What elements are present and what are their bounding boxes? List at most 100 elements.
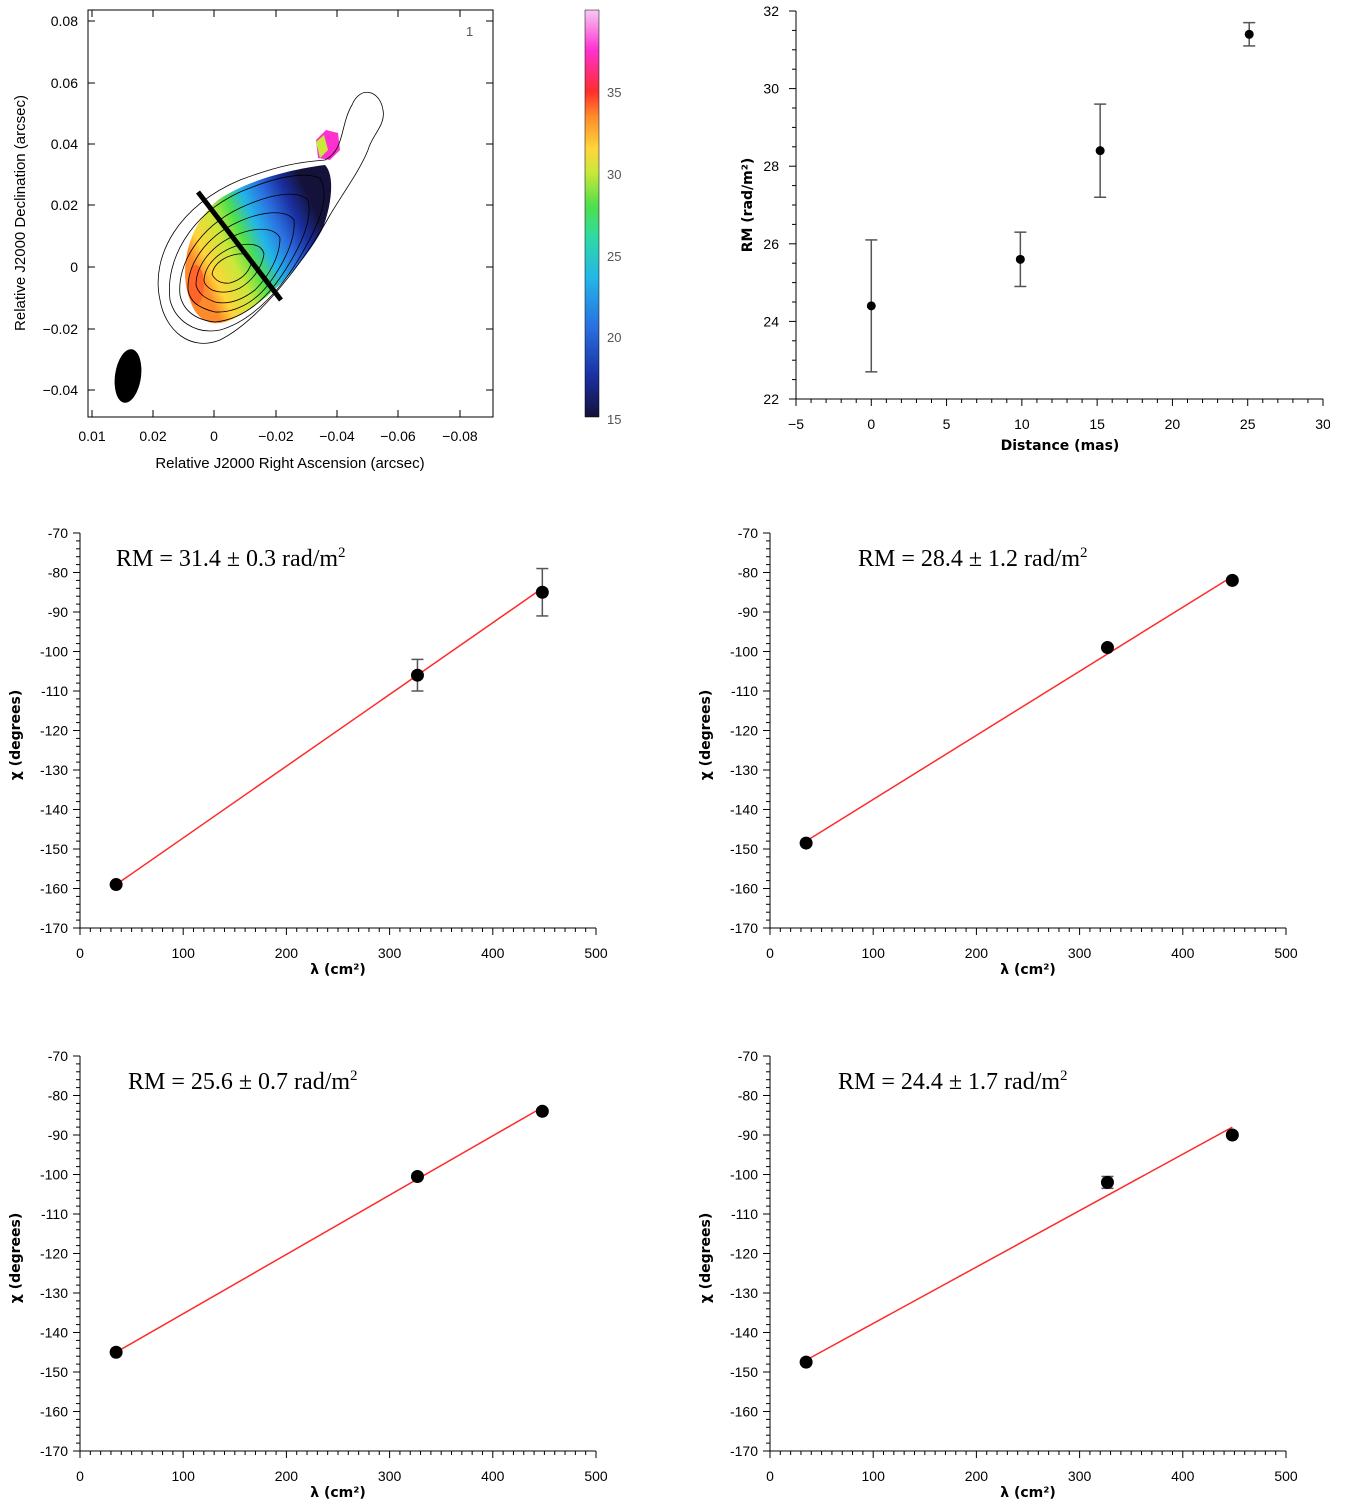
colorbar-tick-label: 30	[607, 167, 621, 182]
x-tick-label: 0	[76, 1468, 84, 1484]
y-tick-label: -120	[730, 723, 758, 739]
y-tick-label: -70	[738, 1048, 758, 1064]
y-tick-label: -130	[40, 762, 68, 778]
x-tick-label: 400	[481, 945, 505, 961]
colorbar-tick-label: 35	[607, 85, 621, 100]
x-tick-label: 300	[1068, 1468, 1092, 1484]
x-axis-label: λ (cm²)	[1000, 1485, 1056, 1501]
y-tick-label: -150	[40, 841, 68, 857]
y-tick-label: -140	[40, 1325, 68, 1341]
y-tick-label: -170	[730, 920, 758, 936]
x-tick-label: 100	[172, 1468, 196, 1484]
chi-fit-panel-2: 0 100 200 300 400 500 -170 -160 -150 -140 -130 -120…	[698, 525, 1298, 978]
y-tick-label: -70	[738, 525, 758, 541]
x-tick-label: 200	[965, 1468, 989, 1484]
map-xtick-label: 0.02	[139, 428, 166, 444]
colorbar-tick-label: 20	[607, 330, 621, 345]
map-xtick-label: 0	[210, 428, 218, 444]
y-tick-label: -160	[730, 1404, 758, 1420]
y-axis-label: χ (degrees)	[698, 690, 714, 780]
rm-colour-region	[185, 165, 332, 324]
fit-line	[115, 587, 543, 886]
y-tick-label: -80	[48, 565, 68, 581]
rm-vs-distance-panel: −5 0 5 10 15 20 25 30 22 24 26 28 30 32 Distance (mas)…	[740, 3, 1330, 454]
y-tick-label: -130	[40, 1285, 68, 1301]
map-ytick-label: −0.04	[43, 382, 79, 398]
data-point	[410, 668, 424, 682]
x-tick-label: 5	[943, 416, 951, 432]
y-tick-label: 22	[763, 391, 779, 407]
y-tick-label: -150	[730, 841, 758, 857]
y-tick-label: -170	[730, 1443, 758, 1459]
map-xtick-label: −0.04	[319, 428, 355, 444]
y-tick-label: -130	[730, 1285, 758, 1301]
data-point	[799, 1355, 813, 1369]
map-xtick-label: −0.08	[442, 428, 478, 444]
y-tick-label: -80	[48, 1088, 68, 1104]
y-tick-label: -90	[738, 1127, 758, 1143]
x-axis-label: λ (cm²)	[310, 962, 366, 978]
x-tick-label: 200	[965, 945, 989, 961]
x-tick-label: 300	[1068, 945, 1092, 961]
y-tick-label: 28	[763, 158, 779, 174]
x-tick-label: 400	[1171, 1468, 1195, 1484]
x-axis-label: λ (cm²)	[310, 1485, 366, 1501]
y-tick-label: -110	[41, 683, 68, 699]
data-point	[109, 1345, 123, 1359]
data-point	[799, 836, 813, 850]
map-frame	[87, 9, 494, 418]
y-tick-label: -150	[730, 1364, 758, 1380]
y-tick-label: -160	[40, 1404, 68, 1420]
x-tick-label: 300	[378, 945, 402, 961]
map-corner-label: 1	[466, 24, 473, 39]
x-tick-label: 400	[1171, 945, 1195, 961]
x-tick-label: 400	[481, 1468, 505, 1484]
x-tick-label: 500	[584, 1468, 608, 1484]
x-tick-label: 200	[275, 1468, 299, 1484]
y-tick-label: -90	[48, 604, 68, 620]
map-ytick-label: 0.08	[51, 13, 78, 29]
x-tick-label: 100	[862, 1468, 886, 1484]
y-tick-label: -100	[730, 1167, 758, 1183]
x-tick-label: 0	[766, 1468, 774, 1484]
map-y-axis-label: Relative J2000 Declination (arcsec)	[12, 95, 29, 331]
y-tick-label: -160	[40, 881, 68, 897]
colorbar-tick-label: 25	[607, 249, 621, 264]
rm-annotation: RM = 28.4 ± 1.2 rad/m2	[858, 545, 1088, 572]
x-tick-label: 100	[172, 945, 196, 961]
y-tick-label: -110	[731, 1206, 758, 1222]
rm-map-panel: 0.08 0.06 0.04 0.02 0 −0.02 −0.04 0.01 0…	[12, 9, 621, 472]
map-ytick-label: 0.02	[51, 197, 78, 213]
data-point	[1100, 641, 1114, 655]
map-ytick-label: 0.04	[51, 136, 78, 152]
data-point	[535, 1104, 549, 1118]
x-axis-label: λ (cm²)	[1000, 962, 1056, 978]
y-axis-label: χ (degrees)	[8, 1213, 24, 1303]
map-xtick-label: −0.02	[258, 428, 294, 444]
rm-annotation: RM = 31.4 ± 0.3 rad/m2	[116, 545, 346, 572]
y-tick-label: -120	[730, 1246, 758, 1262]
y-tick-label: -70	[48, 1048, 68, 1064]
data-point	[1225, 573, 1239, 587]
y-tick-label: -140	[40, 802, 68, 818]
map-xtick-label: −0.06	[380, 428, 416, 444]
beam-ellipse	[114, 349, 142, 403]
x-tick-label: 20	[1165, 416, 1181, 432]
data-point	[410, 1169, 424, 1183]
map-ytick-label: 0.06	[51, 75, 78, 91]
map-ytick-label: 0	[70, 259, 78, 275]
y-tick-label: -130	[730, 762, 758, 778]
rm-annotation: RM = 25.6 ± 0.7 rad/m2	[128, 1068, 358, 1095]
x-tick-label: 500	[1274, 1468, 1298, 1484]
y-tick-label: 30	[763, 81, 779, 97]
y-tick-label: -170	[40, 920, 68, 936]
rm-yellow-tip	[316, 135, 328, 158]
intensity-contours	[157, 92, 384, 344]
y-tick-label: -110	[731, 683, 758, 699]
x-tick-label: 500	[584, 945, 608, 961]
data-point	[866, 301, 876, 311]
data-point	[1100, 1175, 1114, 1189]
y-tick-label: -80	[738, 1088, 758, 1104]
x-tick-label: 10	[1014, 416, 1030, 432]
x-tick-label: 200	[275, 945, 299, 961]
